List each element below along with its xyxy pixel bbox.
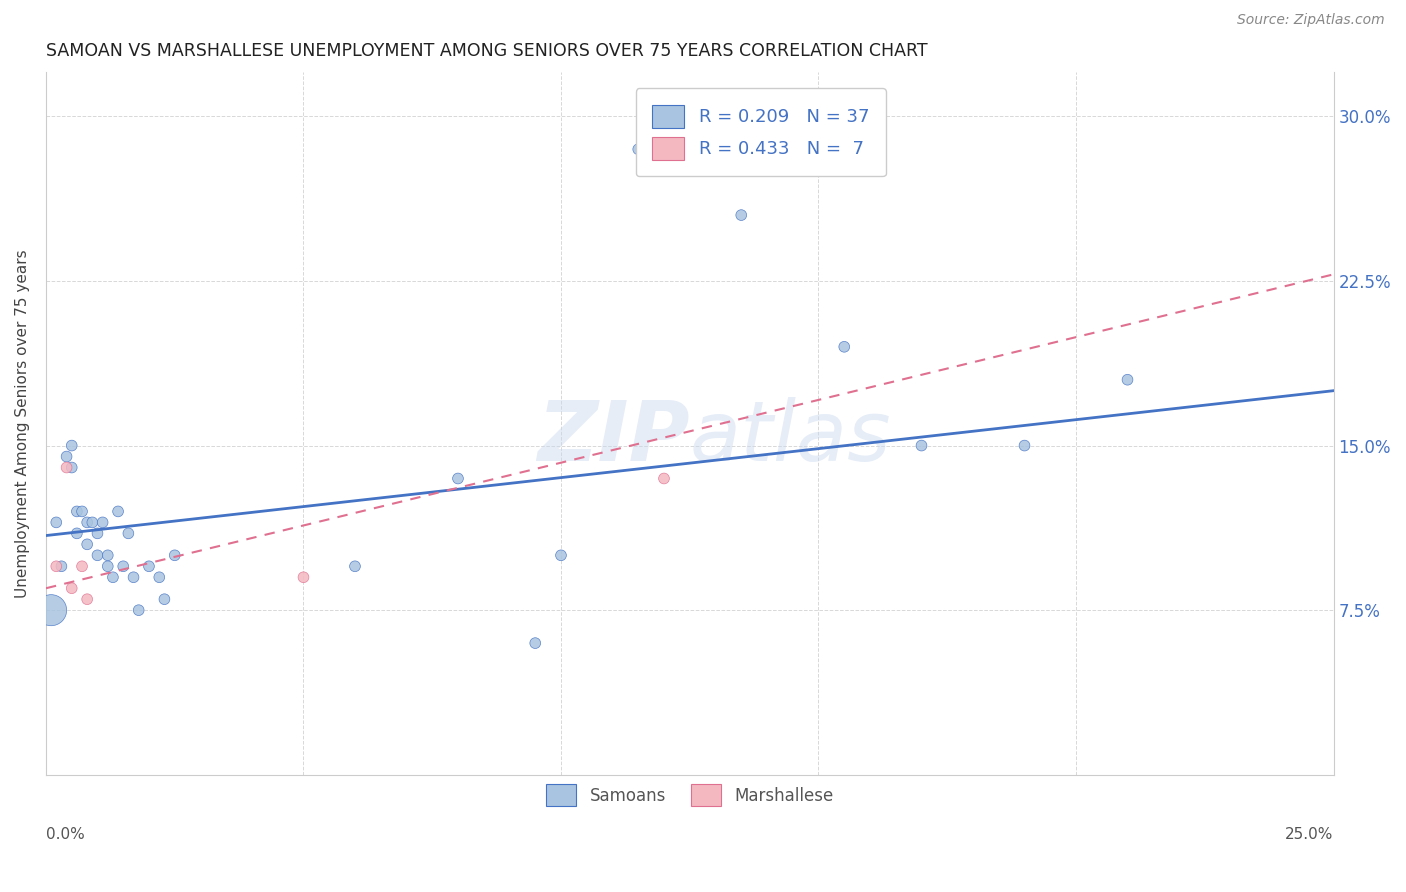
- Text: 0.0%: 0.0%: [46, 828, 84, 842]
- Point: [447, 471, 470, 485]
- Point: [1116, 373, 1139, 387]
- Point: [97, 549, 120, 563]
- Point: [153, 592, 176, 607]
- Point: [66, 504, 89, 518]
- Point: [122, 570, 145, 584]
- Point: [86, 526, 108, 541]
- Y-axis label: Unemployment Among Seniors over 75 years: Unemployment Among Seniors over 75 years: [15, 249, 30, 598]
- Point: [832, 340, 855, 354]
- Point: [60, 439, 83, 453]
- Point: [66, 526, 89, 541]
- Point: [39, 603, 62, 617]
- Point: [60, 581, 83, 595]
- Point: [550, 549, 572, 563]
- Point: [112, 559, 135, 574]
- Point: [292, 570, 315, 584]
- Point: [101, 570, 124, 584]
- Point: [51, 559, 73, 574]
- Point: [60, 460, 83, 475]
- Point: [138, 559, 160, 574]
- Point: [55, 450, 77, 464]
- Point: [76, 592, 98, 607]
- Point: [91, 516, 114, 530]
- Point: [343, 559, 366, 574]
- Legend: Samoans, Marshallese: Samoans, Marshallese: [533, 771, 846, 819]
- Point: [45, 559, 67, 574]
- Point: [45, 516, 67, 530]
- Text: ZIP: ZIP: [537, 397, 690, 478]
- Point: [82, 516, 104, 530]
- Text: atlas: atlas: [690, 397, 891, 478]
- Point: [70, 504, 93, 518]
- Point: [910, 439, 932, 453]
- Point: [730, 208, 752, 222]
- Point: [97, 559, 120, 574]
- Point: [76, 516, 98, 530]
- Point: [652, 471, 675, 485]
- Point: [117, 526, 139, 541]
- Point: [1014, 439, 1036, 453]
- Point: [524, 636, 547, 650]
- Point: [55, 460, 77, 475]
- Text: SAMOAN VS MARSHALLESE UNEMPLOYMENT AMONG SENIORS OVER 75 YEARS CORRELATION CHART: SAMOAN VS MARSHALLESE UNEMPLOYMENT AMONG…: [46, 42, 928, 60]
- Text: 25.0%: 25.0%: [1285, 828, 1333, 842]
- Point: [627, 142, 650, 156]
- Point: [128, 603, 150, 617]
- Text: Source: ZipAtlas.com: Source: ZipAtlas.com: [1237, 13, 1385, 28]
- Point: [76, 537, 98, 551]
- Point: [107, 504, 129, 518]
- Point: [163, 549, 186, 563]
- Point: [148, 570, 170, 584]
- Point: [86, 549, 108, 563]
- Point: [70, 559, 93, 574]
